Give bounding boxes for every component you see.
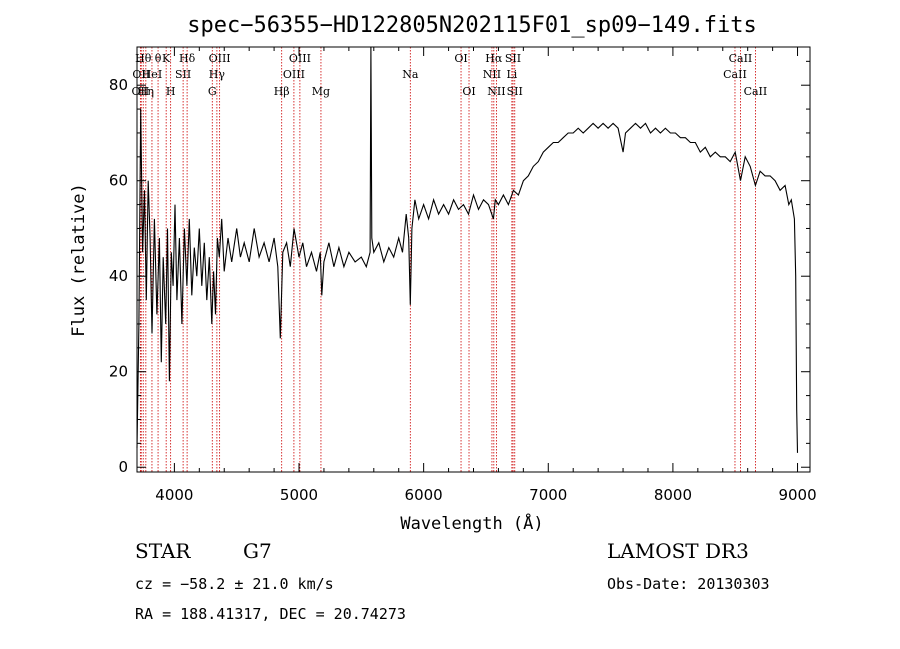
- chart-title: spec−56355−HD122805N202115F01_sp09−149.f…: [187, 13, 757, 38]
- spectral-line-label: SII: [175, 68, 191, 81]
- x-tick-label: 7000: [529, 486, 567, 504]
- x-tick-label: 5000: [280, 486, 318, 504]
- survey-name: LAMOST DR3: [607, 539, 749, 563]
- spectral-line-label: NII: [483, 68, 501, 81]
- x-tick-label: 9000: [778, 486, 816, 504]
- spectrum-line: [136, 46, 799, 453]
- spectral-line-label: OIII: [289, 52, 311, 65]
- spectral-line-label: K: [162, 52, 171, 65]
- line-marker-layer: [139, 47, 756, 472]
- x-tick-label: 4000: [155, 486, 193, 504]
- y-tick-label: 0: [118, 458, 128, 476]
- spectral-line-label: OI: [462, 85, 475, 98]
- spectral-line-label: SII: [507, 85, 523, 98]
- y-tick-label: 80: [109, 76, 128, 94]
- spectral-class: G7: [243, 539, 272, 563]
- spectral-line-label: OIII: [283, 68, 305, 81]
- spectral-line-label: Mg: [312, 85, 330, 98]
- redshift-value: cz = −58.2 ± 21.0 km/s: [135, 575, 334, 593]
- x-tick-label: 6000: [405, 486, 443, 504]
- spectral-line-label: CaII: [744, 85, 768, 98]
- y-tick-label: 60: [109, 172, 128, 190]
- tick-layer: [137, 47, 810, 472]
- spectral-line-label: OI: [454, 52, 467, 65]
- spectral-line-label: OII: [132, 85, 150, 98]
- x-tick-label: 8000: [654, 486, 692, 504]
- spectral-line-label: CaII: [723, 68, 747, 81]
- spectral-line-label: Hη: [138, 85, 154, 98]
- spectral-line-label: Li: [506, 68, 517, 81]
- spectral-line-label: Hα: [485, 52, 503, 65]
- spectral-line-label: Hδ: [179, 52, 196, 65]
- object-type: STAR: [135, 539, 191, 563]
- spectral-line-label: Na: [402, 68, 419, 81]
- spectral-line-label: Hθ: [135, 52, 152, 65]
- spectral-line-label: HeI: [142, 68, 162, 81]
- tick-label-layer: 4000 5000 6000 7000 8000 9000 0 20 40 60 80: [109, 76, 817, 504]
- spectral-line-label: CaII: [729, 52, 753, 65]
- x-axis-label: Wavelength (Å): [400, 512, 543, 534]
- y-tick-label: 20: [109, 363, 128, 381]
- spectral-line-label: OIII: [209, 52, 231, 65]
- spectral-line-label: θ: [155, 52, 162, 65]
- plot-frame: [136, 46, 811, 473]
- ra-dec-coordinates: RA = 188.41317, DEC = 20.74273: [135, 605, 406, 623]
- y-tick-label: 40: [109, 267, 128, 285]
- spectral-line-label: Hγ: [209, 68, 226, 81]
- y-axis-label: Flux (relative): [69, 183, 89, 337]
- spectral-line-label: SII: [505, 52, 521, 65]
- obs-date: Obs-Date: 20130303: [607, 575, 770, 593]
- spectral-line-label: G: [208, 85, 217, 98]
- spectral-line-label: H: [166, 85, 176, 98]
- spectral-line-label: Hβ: [274, 85, 290, 98]
- spectral-line-label: NII: [487, 85, 505, 98]
